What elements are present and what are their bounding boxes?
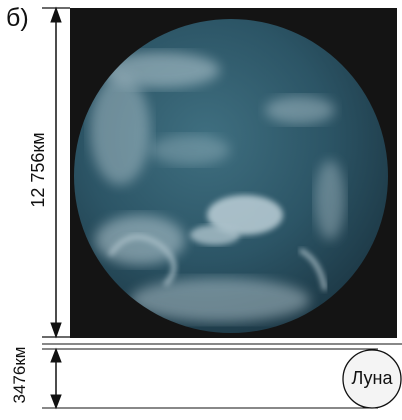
panel-label: б) [6,4,29,32]
moon-diameter-label: 3476км [10,346,29,404]
moon-icon [342,349,402,409]
earth-dimension-arrow [42,6,70,339]
earth-diameter-label: 12 756км [28,132,48,208]
earth-icon [74,19,388,333]
moon-label: Луна [351,368,393,388]
moon-dimension-arrow [42,347,378,410]
